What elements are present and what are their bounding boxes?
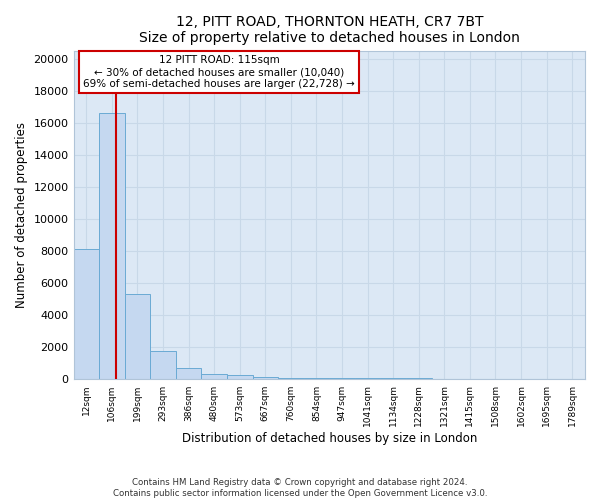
Bar [355,378,380,380]
Bar [150,350,176,380]
Bar [534,379,559,380]
Bar [202,374,227,380]
Bar [304,378,329,380]
X-axis label: Distribution of detached houses by size in London: Distribution of detached houses by size … [182,432,477,445]
Title: 12, PITT ROAD, THORNTON HEATH, CR7 7BT
Size of property relative to detached hou: 12, PITT ROAD, THORNTON HEATH, CR7 7BT S… [139,15,520,45]
Bar [380,378,406,380]
Bar [483,378,508,380]
Bar [431,378,457,380]
Text: 12 PITT ROAD: 115sqm
← 30% of detached houses are smaller (10,040)
69% of semi-d: 12 PITT ROAD: 115sqm ← 30% of detached h… [83,56,355,88]
Bar [457,378,483,380]
Bar [176,368,202,380]
Y-axis label: Number of detached properties: Number of detached properties [15,122,28,308]
Bar [99,113,125,380]
Bar [278,378,304,380]
Bar [253,377,278,380]
Bar [329,378,355,380]
Text: Contains HM Land Registry data © Crown copyright and database right 2024.
Contai: Contains HM Land Registry data © Crown c… [113,478,487,498]
Bar [227,376,253,380]
Bar [74,250,99,380]
Bar [508,379,534,380]
Bar [125,294,150,380]
Bar [406,378,431,380]
